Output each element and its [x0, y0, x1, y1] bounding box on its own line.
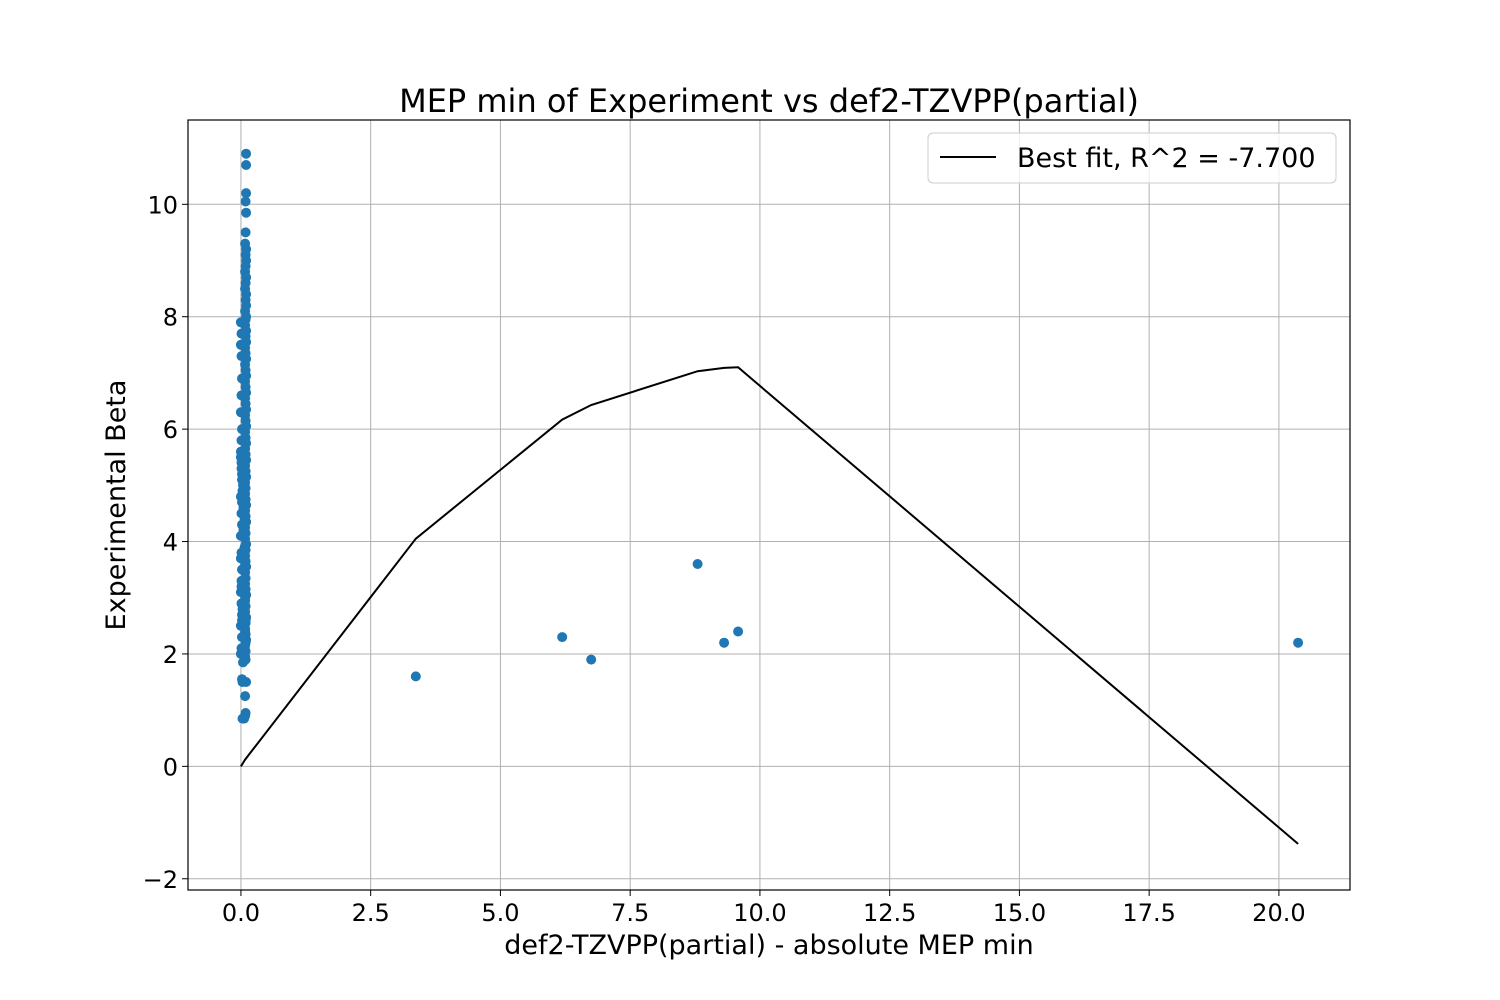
- y-axis-label: Experimental Beta: [101, 380, 132, 631]
- data-point: [1293, 637, 1304, 648]
- data-point: [237, 632, 247, 643]
- data-point: [237, 424, 247, 435]
- data-point: [241, 148, 252, 159]
- y-tick-label: 4: [163, 529, 178, 557]
- data-point: [240, 196, 251, 207]
- ticks: 0.0 2.5 5.0 7.5 10.0 12.5 15.0 17.5 20.0 −2 0 2 4 6 8 1…: [143, 191, 1306, 927]
- data-point: [557, 632, 568, 643]
- x-tick-label: 5.0: [481, 899, 519, 927]
- data-point: [235, 648, 246, 659]
- fit-line-layer: [240, 366, 1299, 845]
- data-point: [236, 351, 247, 362]
- data-point: [235, 530, 246, 541]
- data-point: [719, 637, 730, 648]
- data-point: [733, 626, 744, 637]
- y-tick-label: 0: [163, 753, 178, 781]
- legend-box: [927, 132, 1337, 184]
- grid: [188, 120, 1350, 890]
- data-point: [237, 474, 247, 485]
- x-tick-label: 20.0: [1252, 899, 1305, 927]
- data-point: [235, 407, 246, 418]
- y-tick-label: 2: [163, 641, 178, 669]
- data-point: [237, 604, 248, 614]
- x-tick-label: 15.0: [993, 899, 1046, 927]
- y-tick-label: 10: [147, 191, 178, 219]
- data-point: [692, 559, 703, 569]
- data-point: [240, 691, 251, 702]
- data-point: [237, 615, 247, 626]
- data-point: [236, 581, 247, 592]
- x-tick-label: 2.5: [352, 899, 390, 927]
- data-point: [410, 671, 421, 682]
- legend-label: Best fit, R^2 = -7.700: [1017, 143, 1316, 174]
- data-point: [238, 657, 248, 668]
- x-axis-label: def2-TZVPP(partial) - absolute MEP min: [504, 930, 1033, 961]
- x-tick-label: 7.5: [611, 899, 649, 927]
- data-point: [237, 713, 248, 724]
- data-point: [586, 654, 597, 665]
- data-point: [236, 435, 247, 446]
- data-point: [241, 207, 252, 218]
- data-point: [237, 674, 247, 685]
- data-point: [235, 339, 246, 350]
- x-tick-label: 10.0: [733, 899, 786, 927]
- best-fit-line: [240, 366, 1299, 845]
- data-point: [235, 553, 246, 564]
- data-point: [241, 188, 252, 199]
- data-point: [236, 508, 247, 519]
- x-tick-label: 12.5: [863, 899, 916, 927]
- y-tick-label: 6: [163, 416, 178, 444]
- y-tick-label: −2: [143, 866, 178, 894]
- y-tick-label: 8: [163, 304, 178, 332]
- data-point: [241, 160, 252, 170]
- data-point: [237, 373, 247, 384]
- x-tick-label: 17.5: [1122, 899, 1175, 927]
- data-point: [236, 328, 247, 339]
- chart-title: MEP min of Experiment vs def2-TZVPP(part…: [399, 82, 1139, 120]
- data-point: [237, 519, 247, 530]
- x-tick-label: 0.0: [222, 899, 260, 927]
- data-point: [235, 317, 246, 328]
- data-point: [240, 227, 251, 238]
- data-point: [237, 497, 247, 508]
- legend: Best fit, R^2 = -7.700: [927, 132, 1337, 184]
- data-point: [236, 390, 247, 401]
- data-point: [236, 463, 247, 474]
- data-point: [235, 452, 246, 463]
- data-point: [237, 564, 247, 575]
- plot-frame: [187, 119, 1351, 891]
- points-layer: [235, 148, 1304, 724]
